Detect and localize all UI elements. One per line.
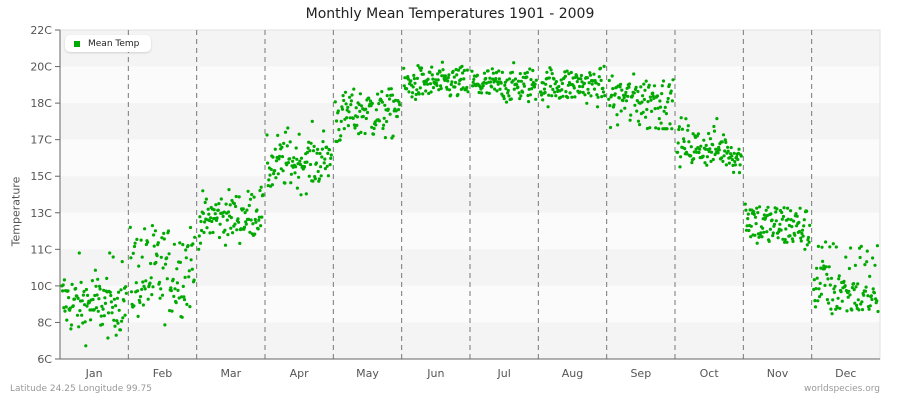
chart-title: Monthly Mean Temperatures 1901 - 2009: [305, 6, 595, 22]
y-axis-title-wrap: Temperature: [6, 150, 26, 280]
axes: [59, 30, 880, 360]
svg-text:Nov: Nov: [767, 367, 789, 380]
svg-text:13C: 13C: [30, 207, 52, 220]
y-axis-ticks: 22C 20C 18C 17C 15C 13C 11C 10C 8C 6C: [30, 24, 60, 366]
y-axis-title: Temperature: [9, 176, 23, 247]
svg-text:Jul: Jul: [497, 367, 511, 380]
svg-text:Apr: Apr: [290, 367, 310, 380]
svg-text:22C: 22C: [30, 24, 52, 37]
x-axis-labels: Jan Feb Mar Apr May Jun Jul Aug Sep Oct Nov Dec: [85, 367, 857, 380]
svg-text:15C: 15C: [30, 170, 52, 183]
legend-swatch-icon: [74, 40, 80, 47]
svg-text:Sep: Sep: [630, 367, 651, 380]
svg-text:11C: 11C: [30, 243, 52, 256]
svg-text:Dec: Dec: [835, 367, 856, 380]
location-caption: Latitude 24.25 Longitude 99.75: [10, 384, 152, 394]
svg-text:Aug: Aug: [562, 367, 583, 380]
svg-text:Feb: Feb: [153, 367, 172, 380]
source-caption: worldspecies.org: [803, 384, 880, 394]
svg-text:6C: 6C: [37, 353, 52, 366]
svg-text:May: May: [356, 367, 379, 380]
svg-text:Oct: Oct: [700, 367, 720, 380]
legend-label: Mean Temp: [88, 38, 140, 49]
svg-text:Jun: Jun: [426, 367, 444, 380]
svg-text:10C: 10C: [30, 280, 52, 293]
svg-text:Mar: Mar: [220, 367, 241, 380]
month-separators: [127, 30, 813, 359]
svg-text:18C: 18C: [30, 97, 52, 110]
svg-text:17C: 17C: [30, 134, 52, 147]
svg-text:8C: 8C: [37, 316, 52, 329]
svg-text:Jan: Jan: [85, 367, 103, 380]
legend: Mean Temp: [65, 35, 152, 52]
svg-text:20C: 20C: [30, 61, 52, 74]
data-points: [60, 60, 880, 348]
